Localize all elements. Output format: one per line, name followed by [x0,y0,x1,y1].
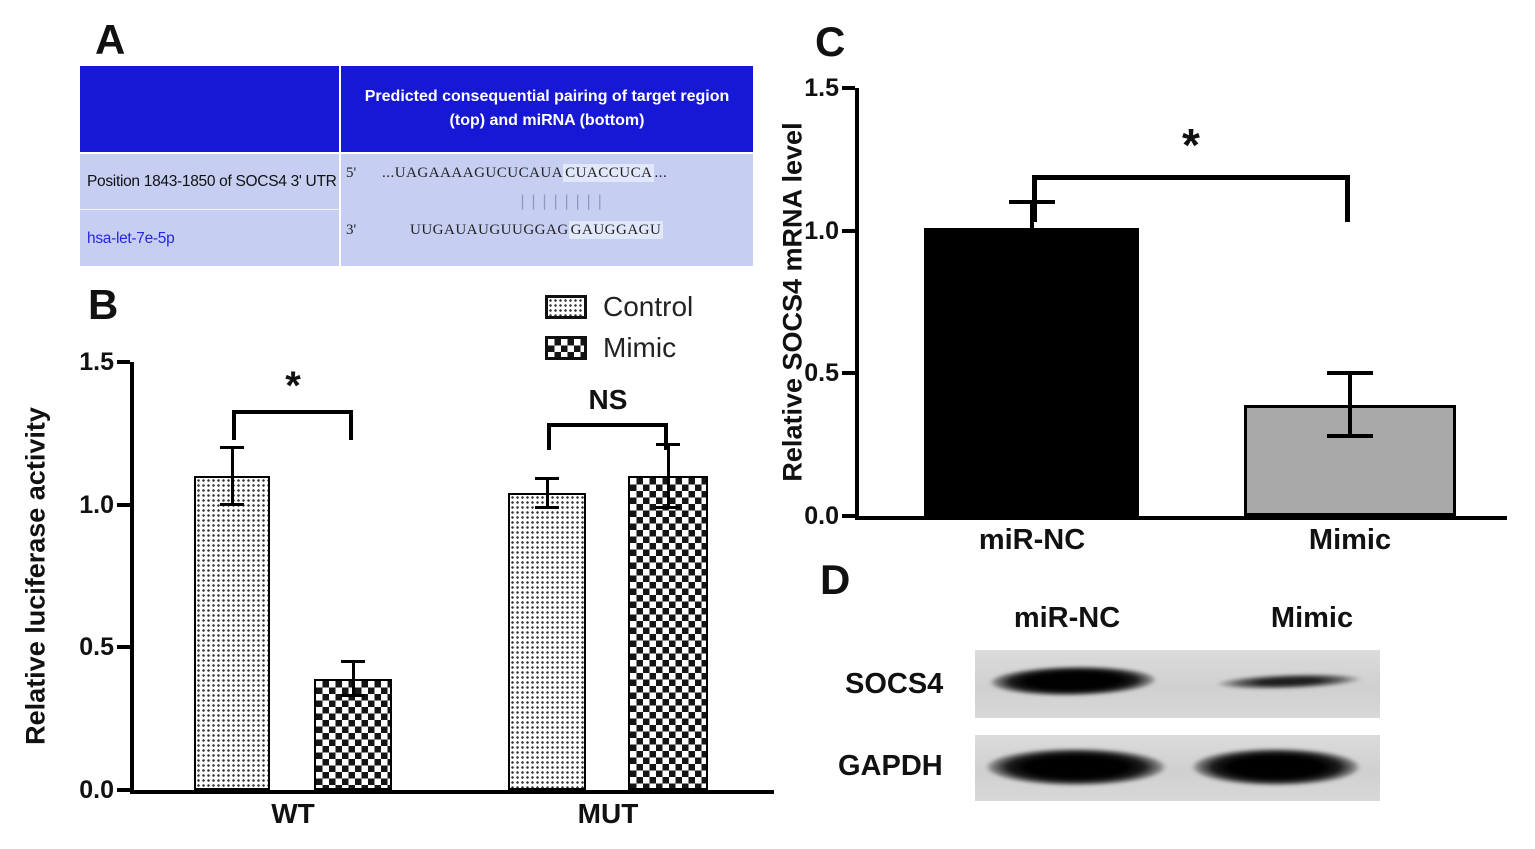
blot-band-GAPDH-Mimic [1191,748,1361,786]
error-bar-line [666,444,670,508]
legend-item-mimic: Mimic [545,332,693,364]
bar-miR-NC [924,227,1139,516]
b-sig-bracket-mut [547,423,668,450]
blot-band-GAPDH-miR-NC [985,748,1167,786]
y-tick-label: 1.0 [804,216,839,245]
y-tick-mark [842,514,855,518]
b-x-label-mut: MUT [577,798,639,829]
table-header-empty-cell [80,66,339,152]
bar-WT-Control [194,476,270,790]
c-x-label-mirnc: miR-NC [978,524,1086,556]
error-bar-cap [1008,200,1055,205]
gapdh-blot-strip [975,735,1380,801]
error-bar-cap [1008,251,1055,256]
error-bar-cap [341,694,365,698]
table-column-divider [339,154,341,266]
seq-end-5prime: 5' [346,165,357,181]
bar-MUT-Control [508,493,586,790]
blot-band-SOCS4-miR-NC [988,664,1158,698]
error-bar-cap [220,446,244,450]
y-tick-mark [117,502,130,507]
y-tick-label: 0.5 [79,633,114,662]
seq-highlight: CUACCUCA [563,164,655,182]
mirna-sequence: UUGAUAUGUUGGAG GAUGGAGU [410,221,664,239]
pairing-table: Predicted consequential pairing of targe… [80,66,753,266]
legend: Control Mimic [545,291,693,373]
panel-a-label: A [95,16,126,63]
base-pairing-marks: |||||||| [518,192,607,210]
d-row-label-socs4: SOCS4 [845,668,944,700]
y-tick-label: 0.0 [79,776,114,804]
b-sig-ns: NS [588,384,628,415]
error-bar-line [1348,373,1352,437]
b-y-axis-label: Relative luciferase activity [20,407,51,745]
error-bar-cap [341,660,365,664]
error-bar-line [1029,202,1034,254]
luciferase-chart-plot [130,362,774,794]
panel-b-label: B [88,281,119,328]
y-tick-label: 0.0 [804,502,839,530]
error-bar-cap [220,503,244,507]
socs4-blot-strip [975,650,1380,718]
legend-item-control: Control [545,291,693,323]
error-bar-line [545,478,549,508]
error-bar-line [351,661,355,696]
seq-prefix: ...UAGAAAAGUCUCAUA [382,165,564,181]
mimic-pattern-swatch [545,336,587,360]
y-tick-mark [842,371,855,376]
table-row-divider [80,209,339,210]
mirna-row-label: hsa-let-7e-5p [87,229,175,247]
y-tick-mark [117,645,130,650]
table-header-cell: Predicted consequential pairing of targe… [341,66,753,152]
y-tick-mark [842,228,855,233]
error-bar-cap [535,477,559,481]
blot-band-SOCS4-Mimic [1214,671,1364,692]
position-row-label: Position 1843-1850 of SOCS4 3' UTR [87,172,337,190]
bar-WT-Mimic [314,678,392,790]
c-sig-bracket [1032,175,1350,222]
y-tick-mark [117,360,130,364]
b-x-label-wt: WT [271,798,315,829]
control-pattern-swatch [545,295,587,319]
y-tick-label: 1.5 [804,74,839,102]
d-row-label-gapdh: GAPDH [838,750,943,782]
seq-prefix: UUGAUAUGUUGGAG [410,222,569,238]
seq-suffix: ... [654,165,668,181]
seq-end-3prime: 3' [346,222,357,238]
y-tick-mark [842,86,855,90]
error-bar-cap [535,506,559,510]
error-bar-cap [656,506,680,510]
b-sig-star: * [285,364,301,408]
legend-label-mimic: Mimic [603,332,677,363]
mrna-chart-plot [855,88,1507,520]
y-tick-mark [117,788,130,792]
bar-MUT-Mimic [628,476,708,790]
y-tick-label: 0.5 [804,359,839,388]
seq-highlight: GAUGGAGU [568,221,664,239]
y-tick-label: 1.5 [79,348,114,376]
c-sig-star: * [1182,119,1200,171]
error-bar-cap [656,443,680,447]
error-bar-cap [1327,371,1373,376]
c-y-axis-label: Relative SOCS4 mRNA level [777,122,808,482]
b-sig-bracket-wt [232,410,353,440]
panel-c-label: C [815,18,846,65]
error-bar-cap [1327,434,1373,439]
error-bar-line [230,447,234,505]
legend-label-control: Control [603,291,694,322]
d-col-label-mirnc: miR-NC [1013,602,1121,634]
y-tick-label: 1.0 [79,490,114,519]
d-col-label-mimic: Mimic [1270,602,1354,634]
panel-d-label: D [820,556,851,603]
c-x-label-mimic: Mimic [1308,524,1392,556]
target-sequence: ...UAGAAAAGUCUCAUA CUACCUCA... [382,164,668,182]
